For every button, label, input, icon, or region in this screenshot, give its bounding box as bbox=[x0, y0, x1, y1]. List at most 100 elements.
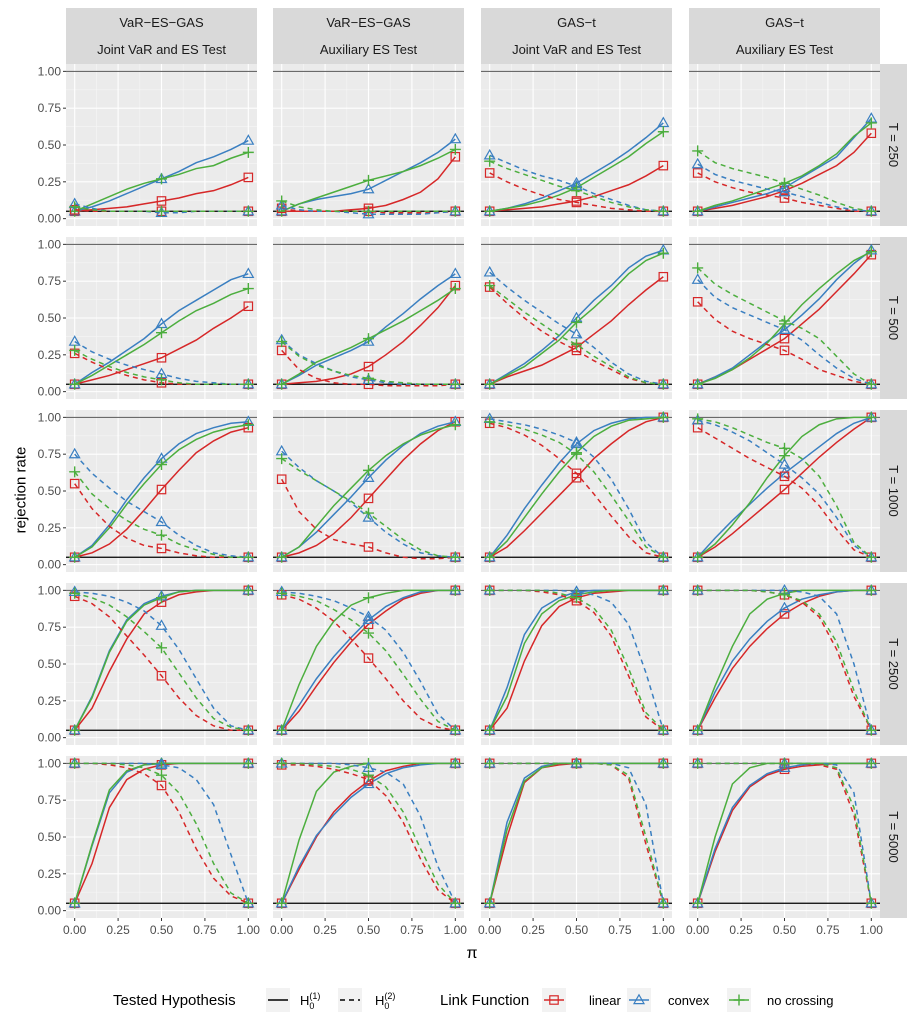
data-point-h1-convex bbox=[778, 181, 791, 192]
series-line-h2-linear bbox=[489, 172, 664, 213]
data-point-h2-no-crossing bbox=[865, 551, 877, 563]
data-point-h1-no-crossing bbox=[657, 126, 669, 138]
data-point-h1-no-crossing bbox=[242, 419, 254, 431]
panel-r3-c2 bbox=[273, 410, 464, 572]
facet-strip-row-5-label: T = 5000 bbox=[886, 811, 901, 862]
series-line-h2-no-crossing bbox=[74, 206, 249, 213]
series-line-h2-linear bbox=[697, 172, 872, 213]
legend-title-hypothesis: Tested Hypothesis bbox=[113, 992, 236, 1009]
y-tick-label: 0.75 bbox=[38, 101, 62, 115]
series-line-h2-convex bbox=[74, 340, 249, 386]
x-tick-label: 0.00 bbox=[270, 923, 294, 937]
panel-r4-c1: 0.00 0.25 0.50 0.75 1.00 bbox=[38, 583, 257, 745]
data-point-h2-no-crossing bbox=[779, 177, 790, 189]
series-line-h1-convex bbox=[74, 273, 249, 385]
x-tick-label: 0.75 bbox=[193, 923, 217, 937]
data-point-h2-no-crossing bbox=[363, 372, 374, 384]
data-point-h1-linear bbox=[658, 160, 669, 171]
y-tick-label: 0.50 bbox=[38, 138, 62, 152]
series-line-h2-linear bbox=[489, 286, 664, 386]
data-point-h2-no-crossing bbox=[779, 442, 790, 454]
data-point-h1-no-crossing bbox=[449, 584, 461, 596]
panel-r2-c2 bbox=[273, 237, 464, 399]
data-point-h2-no-crossing bbox=[69, 466, 81, 478]
data-point-h1-no-crossing bbox=[571, 316, 582, 328]
facet-strip-col-4-model: GAS−t bbox=[765, 15, 804, 30]
data-point-h2-no-crossing bbox=[657, 551, 669, 563]
data-point-h2-convex bbox=[483, 265, 496, 277]
data-point-h2-no-crossing bbox=[692, 262, 704, 274]
data-point-h1-convex bbox=[449, 267, 462, 279]
y-tick-label: 0.25 bbox=[38, 348, 62, 362]
panel-r5-c3: 0.00 0.25 0.50 0.75 1.00 bbox=[478, 756, 675, 937]
data-point-h2-no-crossing bbox=[242, 551, 254, 563]
data-point-h1-no-crossing bbox=[449, 283, 461, 295]
data-point-h2-no-crossing bbox=[484, 416, 496, 428]
x-tick-label: 1.00 bbox=[237, 923, 261, 937]
data-point-h2-no-crossing bbox=[156, 642, 167, 654]
series-line-h1-linear bbox=[489, 164, 664, 213]
data-point-h2-no-crossing bbox=[692, 584, 704, 596]
facet-strip-row-3 bbox=[880, 410, 907, 572]
data-point-h2-no-crossing bbox=[363, 627, 374, 639]
x-tick-label: 1.00 bbox=[444, 923, 468, 937]
data-point-h1-linear bbox=[243, 301, 254, 312]
data-point-h2-convex bbox=[691, 273, 704, 284]
data-point-h1-no-crossing bbox=[69, 378, 81, 390]
data-point-h2-linear bbox=[69, 478, 80, 489]
data-point-h2-no-crossing bbox=[692, 757, 704, 769]
data-point-h2-no-crossing bbox=[779, 589, 790, 601]
data-point-h2-no-crossing bbox=[571, 592, 582, 604]
data-point-h1-no-crossing bbox=[276, 724, 288, 736]
data-point-h2-no-crossing bbox=[449, 378, 461, 390]
data-point-h2-convex bbox=[691, 157, 704, 169]
y-tick-label: 0.50 bbox=[38, 311, 62, 325]
data-point-h1-no-crossing bbox=[363, 333, 374, 345]
data-point-h1-no-crossing bbox=[865, 246, 877, 258]
panel-r2-c1: 0.00 0.25 0.50 0.75 1.00 bbox=[38, 237, 257, 399]
data-point-h1-linear bbox=[243, 172, 254, 183]
data-point-h2-no-crossing bbox=[69, 757, 81, 769]
x-tick-label: 0.25 bbox=[106, 923, 130, 937]
series-line-h2-linear bbox=[281, 478, 456, 560]
data-point-h2-linear bbox=[571, 197, 582, 208]
series-line-h1-linear bbox=[281, 589, 456, 731]
data-point-h2-no-crossing bbox=[484, 155, 496, 167]
data-point-h1-no-crossing bbox=[484, 897, 496, 909]
facet-strip-col-2-model: VaR−ES−GAS bbox=[326, 15, 411, 30]
data-point-h1-linear bbox=[363, 361, 374, 372]
facet-strip-row-1 bbox=[880, 64, 907, 226]
series-line-h1-linear bbox=[281, 285, 456, 386]
series-line-h2-convex bbox=[697, 279, 872, 385]
facet-strip-col-2 bbox=[273, 8, 464, 64]
y-tick-label: 0.00 bbox=[38, 558, 62, 572]
series-line-h1-convex bbox=[281, 138, 456, 212]
data-point-h2-no-crossing bbox=[69, 201, 81, 213]
data-point-h2-no-crossing bbox=[779, 757, 790, 769]
data-point-h1-no-crossing bbox=[156, 327, 167, 339]
facet-strip-row-2 bbox=[880, 237, 907, 399]
series-line-h2-linear bbox=[697, 301, 872, 386]
series-line-h1-convex bbox=[489, 416, 664, 558]
y-tick-label: 1.00 bbox=[38, 756, 62, 770]
panel-r1-c2 bbox=[273, 64, 464, 226]
legend-key-linear-marker bbox=[549, 995, 559, 1005]
panel-r3-c3 bbox=[481, 410, 672, 572]
data-point-h1-no-crossing bbox=[276, 378, 288, 390]
data-point-h2-linear bbox=[156, 543, 167, 554]
series-line-h1-linear bbox=[281, 421, 456, 558]
x-tick-label: 0.25 bbox=[521, 923, 545, 937]
x-tick-label: 0.00 bbox=[686, 923, 710, 937]
data-point-h1-no-crossing bbox=[692, 551, 704, 563]
y-tick-label: 1.00 bbox=[38, 583, 62, 597]
data-point-h2-convex bbox=[155, 758, 168, 770]
data-point-h1-convex bbox=[449, 132, 462, 144]
data-point-h2-no-crossing bbox=[865, 724, 877, 736]
data-point-h2-convex bbox=[275, 198, 288, 210]
data-point-h2-no-crossing bbox=[571, 448, 582, 460]
series-line-h1-convex bbox=[696, 589, 872, 731]
data-point-h2-no-crossing bbox=[865, 378, 877, 390]
data-point-h1-no-crossing bbox=[69, 897, 81, 909]
data-point-h2-no-crossing bbox=[484, 280, 496, 292]
panel-r1-c3 bbox=[481, 64, 672, 226]
